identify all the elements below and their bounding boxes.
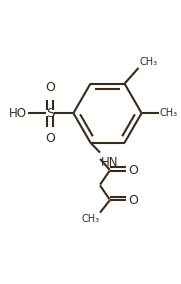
Text: O: O	[128, 194, 138, 207]
Text: HN: HN	[101, 156, 118, 169]
Text: CH₃: CH₃	[81, 214, 99, 224]
Text: CH₃: CH₃	[160, 108, 178, 118]
Text: O: O	[128, 164, 138, 177]
Text: S: S	[46, 107, 54, 120]
Text: O: O	[45, 132, 55, 145]
Text: HO: HO	[9, 107, 27, 120]
Text: O: O	[45, 82, 55, 95]
Text: CH₃: CH₃	[139, 57, 157, 67]
